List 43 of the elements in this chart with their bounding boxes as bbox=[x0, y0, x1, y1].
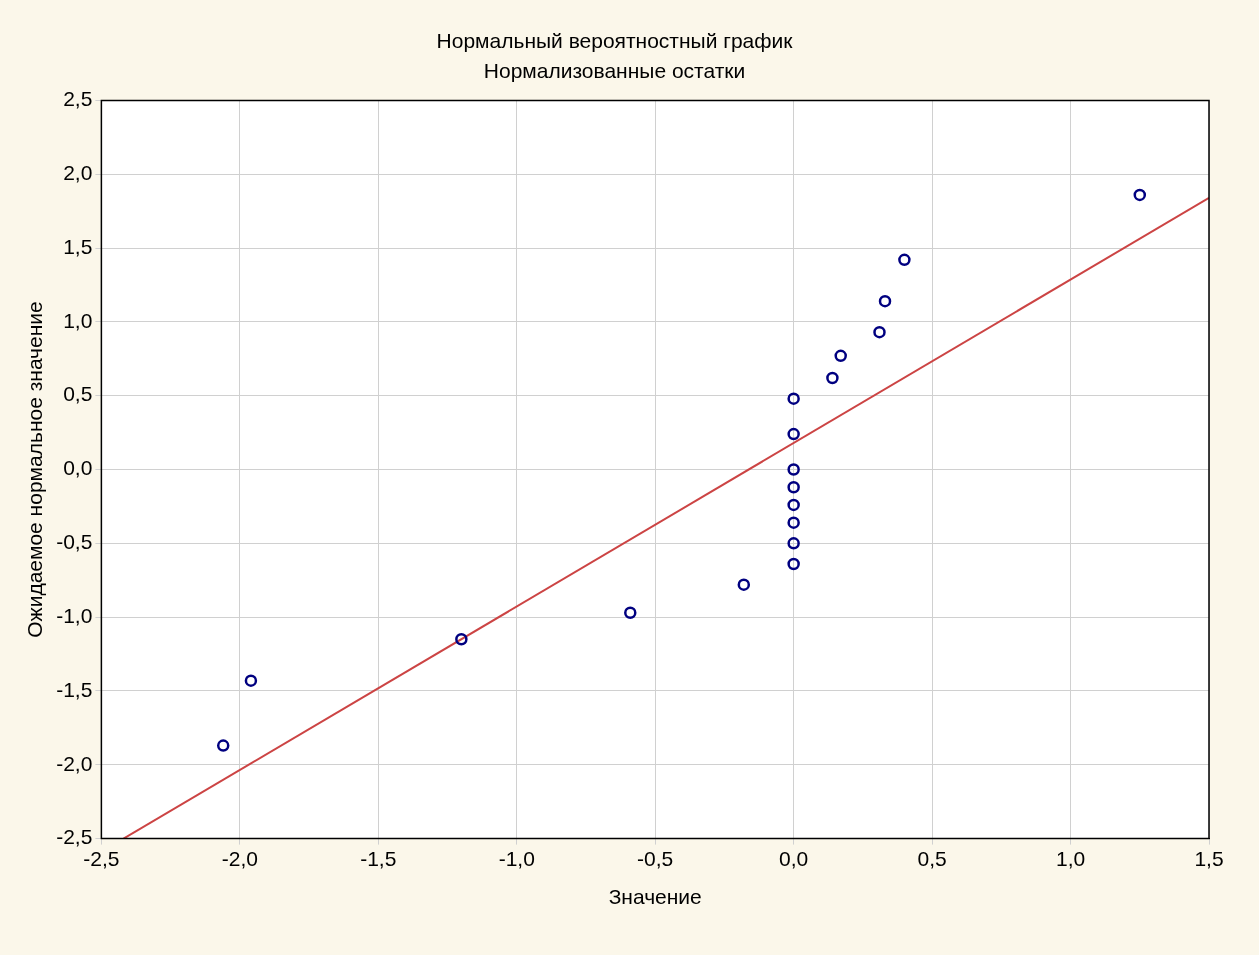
x-tick-label: 1,0 bbox=[1055, 847, 1086, 870]
point bbox=[1133, 188, 1147, 202]
point bbox=[834, 349, 847, 363]
y-tick-label: 1,0 bbox=[63, 308, 93, 332]
point bbox=[455, 633, 468, 646]
point bbox=[878, 294, 892, 308]
y-tick-label: 1,5 bbox=[63, 234, 93, 258]
y-tick-label: -1,0 bbox=[56, 603, 93, 627]
x-tick-label: 0,5 bbox=[917, 847, 947, 870]
point bbox=[787, 498, 800, 512]
point bbox=[787, 480, 800, 494]
point bbox=[826, 371, 839, 385]
x-tick-label: -1,0 bbox=[498, 847, 535, 870]
x-axis-title: Значение bbox=[608, 885, 702, 909]
x-tick-label: -2,0 bbox=[221, 847, 258, 870]
point bbox=[787, 392, 800, 405]
point bbox=[216, 739, 230, 752]
y-tick-label: 2,5 bbox=[63, 87, 93, 111]
y-tick-label: 0,0 bbox=[63, 456, 93, 480]
chart-title: Нормальный вероятностный график bbox=[436, 29, 794, 53]
point bbox=[898, 253, 911, 267]
point bbox=[787, 557, 800, 571]
y-tick-label: 0,5 bbox=[63, 382, 93, 406]
y-axis-title: Ожидаемое нормальное значение bbox=[23, 301, 47, 638]
chart-subtitle: Нормализованные остатки bbox=[483, 58, 746, 82]
x-tick-label: 1,5 bbox=[1194, 847, 1224, 870]
point bbox=[787, 463, 800, 476]
y-tick-label: -2,5 bbox=[56, 825, 93, 849]
point bbox=[244, 674, 258, 687]
x-tick-label: -2,5 bbox=[83, 847, 120, 870]
point bbox=[624, 606, 637, 619]
point bbox=[737, 578, 751, 591]
point bbox=[787, 537, 800, 550]
x-tick-label: 0,0 bbox=[779, 847, 809, 870]
y-tick-label: 2,0 bbox=[63, 161, 93, 185]
point bbox=[873, 325, 886, 339]
y-tick-label: -2,0 bbox=[56, 751, 93, 775]
point bbox=[787, 516, 800, 529]
point bbox=[787, 427, 800, 441]
y-tick-label: -1,5 bbox=[56, 677, 93, 701]
x-tick-label: -0,5 bbox=[637, 847, 674, 870]
y-tick-label: -0,5 bbox=[56, 530, 93, 554]
x-tick-label: -1,5 bbox=[360, 847, 397, 870]
